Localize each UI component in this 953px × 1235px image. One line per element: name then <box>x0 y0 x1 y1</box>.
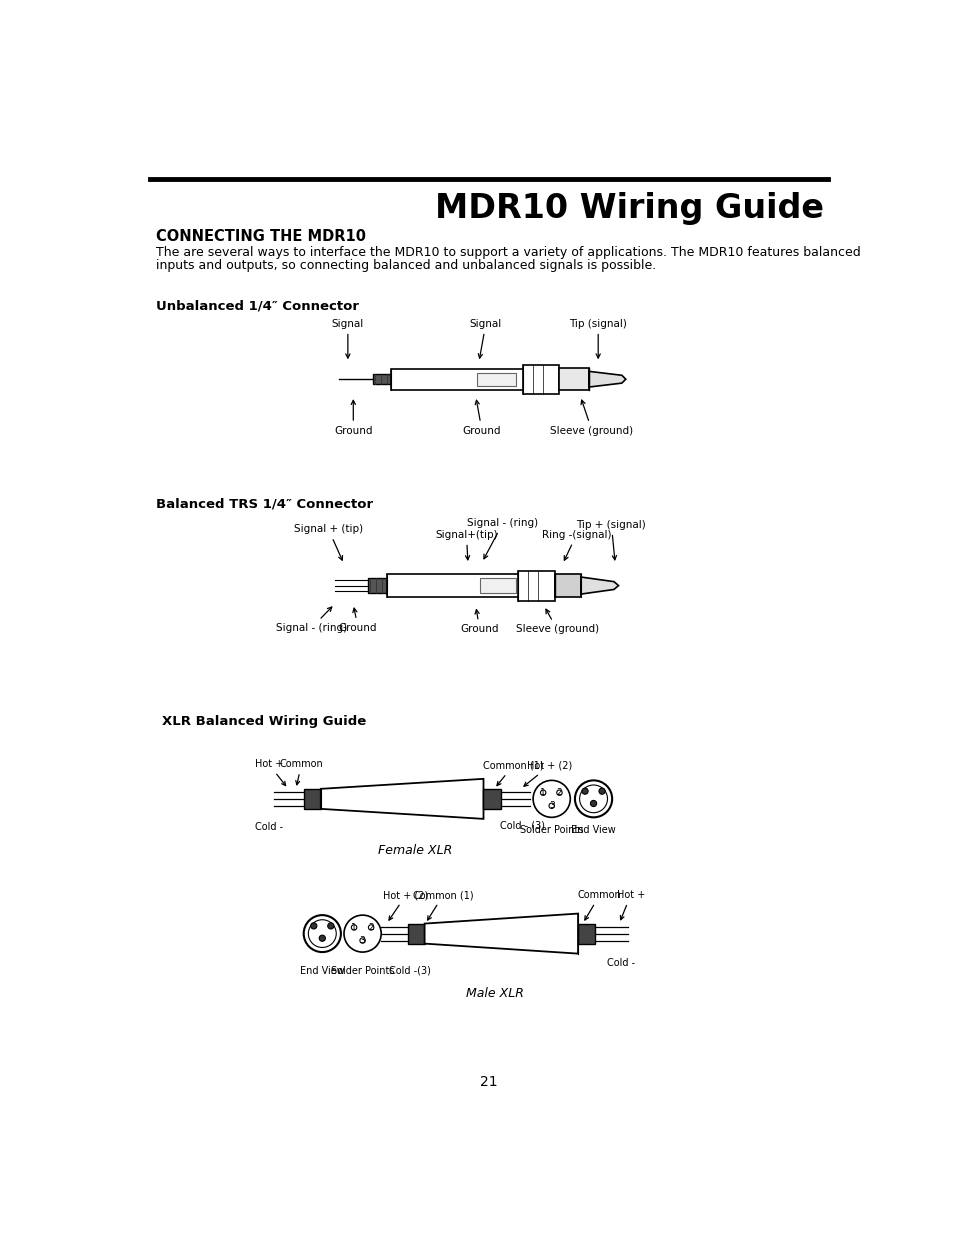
Circle shape <box>579 785 607 813</box>
Bar <box>558 368 588 390</box>
Bar <box>479 578 516 593</box>
Circle shape <box>359 937 365 944</box>
Text: Ground: Ground <box>460 610 498 635</box>
Text: Signal: Signal <box>332 319 364 358</box>
Text: Tip + (signal): Tip + (signal) <box>576 520 645 559</box>
Text: Signal: Signal <box>469 319 501 358</box>
Text: Cold - (3): Cold - (3) <box>499 821 544 831</box>
Circle shape <box>368 925 374 930</box>
Text: Ground: Ground <box>338 608 376 632</box>
Text: Signal+(tip): Signal+(tip) <box>435 530 497 559</box>
Circle shape <box>328 923 334 929</box>
Text: Cold -(3): Cold -(3) <box>389 966 431 976</box>
Text: Signal - (ring): Signal - (ring) <box>467 519 537 558</box>
Bar <box>517 571 554 600</box>
Circle shape <box>557 790 561 795</box>
Text: Ground: Ground <box>462 400 500 436</box>
Text: Cold -: Cold - <box>254 823 283 832</box>
Text: Hot +: Hot + <box>254 760 285 785</box>
Text: 2: 2 <box>556 788 561 797</box>
Text: Signal + (tip): Signal + (tip) <box>294 525 363 561</box>
Circle shape <box>319 935 325 941</box>
Polygon shape <box>580 577 618 594</box>
Text: The are several ways to interface the MDR10 to support a variety of applications: The are several ways to interface the MD… <box>156 246 861 258</box>
Bar <box>368 578 386 593</box>
Text: End View: End View <box>571 825 616 835</box>
Circle shape <box>540 790 545 795</box>
Bar <box>373 374 391 384</box>
Circle shape <box>311 923 316 929</box>
Polygon shape <box>320 779 483 819</box>
Text: 3: 3 <box>548 802 554 810</box>
Text: 1: 1 <box>539 788 545 797</box>
Text: End View: End View <box>299 966 344 976</box>
Circle shape <box>581 788 587 794</box>
Polygon shape <box>588 372 625 387</box>
Text: 1: 1 <box>351 923 356 932</box>
Bar <box>483 789 500 809</box>
Bar <box>386 574 524 597</box>
Text: Ground: Ground <box>334 400 373 436</box>
Text: Unbalanced 1/4″ Connector: Unbalanced 1/4″ Connector <box>156 300 359 312</box>
Text: Male XLR: Male XLR <box>466 987 523 1000</box>
Text: MDR10 Wiring Guide: MDR10 Wiring Guide <box>435 191 823 225</box>
Circle shape <box>598 788 604 794</box>
Text: 21: 21 <box>479 1076 497 1089</box>
Text: Solder Points: Solder Points <box>331 966 394 976</box>
Circle shape <box>351 925 356 930</box>
Text: Balanced TRS 1/4″ Connector: Balanced TRS 1/4″ Connector <box>156 498 374 510</box>
Text: Sleeve (ground): Sleeve (ground) <box>550 400 633 436</box>
Text: Female XLR: Female XLR <box>377 844 452 857</box>
Bar <box>303 789 320 809</box>
Text: inputs and outputs, so connecting balanced and unbalanced signals is possible.: inputs and outputs, so connecting balanc… <box>156 259 656 272</box>
Text: Common (1): Common (1) <box>413 890 473 920</box>
Circle shape <box>533 781 570 818</box>
Polygon shape <box>424 914 578 953</box>
Text: Common: Common <box>578 890 621 920</box>
Text: Hot + (2): Hot + (2) <box>383 890 428 920</box>
Circle shape <box>308 920 335 947</box>
Bar <box>407 924 424 944</box>
Circle shape <box>303 915 340 952</box>
Text: Sleeve (ground): Sleeve (ground) <box>515 609 598 635</box>
Circle shape <box>548 803 554 809</box>
Text: Hot + (2): Hot + (2) <box>523 761 572 787</box>
Bar <box>391 369 529 390</box>
Text: Solder Points: Solder Points <box>519 825 583 835</box>
Text: CONNECTING THE MDR10: CONNECTING THE MDR10 <box>156 230 366 245</box>
Text: 2: 2 <box>368 923 374 932</box>
Text: Cold -: Cold - <box>606 958 634 968</box>
Text: Common (1): Common (1) <box>482 761 542 785</box>
Text: Common: Common <box>279 760 323 784</box>
Circle shape <box>344 915 381 952</box>
Text: Ring -(signal): Ring -(signal) <box>541 530 611 561</box>
Text: Signal - (ring): Signal - (ring) <box>275 608 347 632</box>
Circle shape <box>575 781 612 818</box>
Bar <box>578 924 595 944</box>
Text: Hot +: Hot + <box>616 890 644 920</box>
Text: Tip (signal): Tip (signal) <box>569 319 626 358</box>
Bar <box>476 373 516 385</box>
Text: 3: 3 <box>359 936 365 945</box>
Bar <box>522 364 558 394</box>
Circle shape <box>590 800 596 806</box>
Bar <box>554 574 580 597</box>
Text: XLR Balanced Wiring Guide: XLR Balanced Wiring Guide <box>162 715 366 729</box>
